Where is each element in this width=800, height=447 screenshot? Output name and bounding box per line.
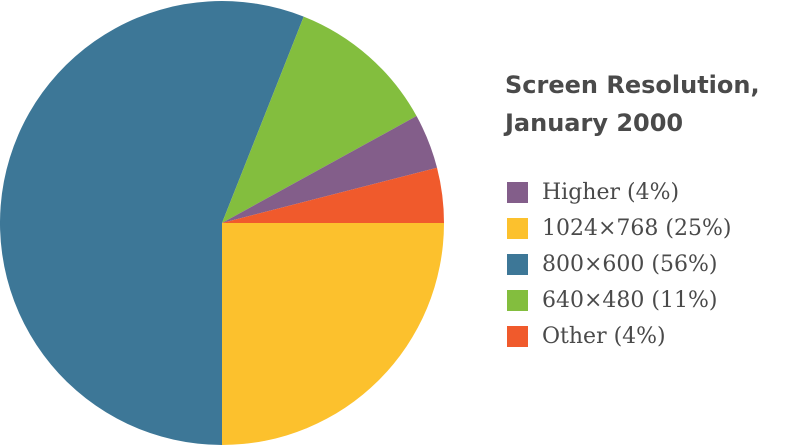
legend-item-higher: Higher (4%) (507, 174, 797, 210)
legend-swatch-higher (507, 181, 528, 203)
legend-item-640x480: 640×480 (11%) (507, 282, 797, 318)
pie-slice-1024-768 (222, 223, 444, 445)
pie-slice-higher (222, 116, 438, 223)
legend-swatch-other (507, 325, 528, 347)
legend-label-1024x768: 1024×768 (25%) (542, 215, 732, 241)
legend-label-higher: Higher (4%) (542, 179, 680, 205)
legend-swatch-640x480 (507, 289, 528, 311)
legend-swatch-1024x768 (507, 217, 528, 239)
legend-item-800x600: 800×600 (56%) (507, 246, 797, 282)
legend-item-1024x768: 1024×768 (25%) (507, 210, 797, 246)
pie-slice-640-480 (222, 16, 417, 224)
legend: Higher (4%) 1024×768 (25%) 800×600 (56%)… (507, 174, 797, 354)
chart-title-line-1: Screen Resolution, (505, 71, 760, 99)
chart-title: Screen Resolution, January 2000 (505, 66, 795, 142)
legend-label-other: Other (4%) (542, 323, 666, 349)
chart-title-line-2: January 2000 (505, 109, 684, 137)
legend-item-other: Other (4%) (507, 318, 797, 354)
legend-label-800x600: 800×600 (56%) (542, 251, 718, 277)
pie-slice-other (222, 167, 444, 223)
legend-swatch-800x600 (507, 253, 528, 275)
legend-label-640x480: 640×480 (11%) (542, 287, 718, 313)
pie-slice-800-600 (0, 1, 304, 445)
